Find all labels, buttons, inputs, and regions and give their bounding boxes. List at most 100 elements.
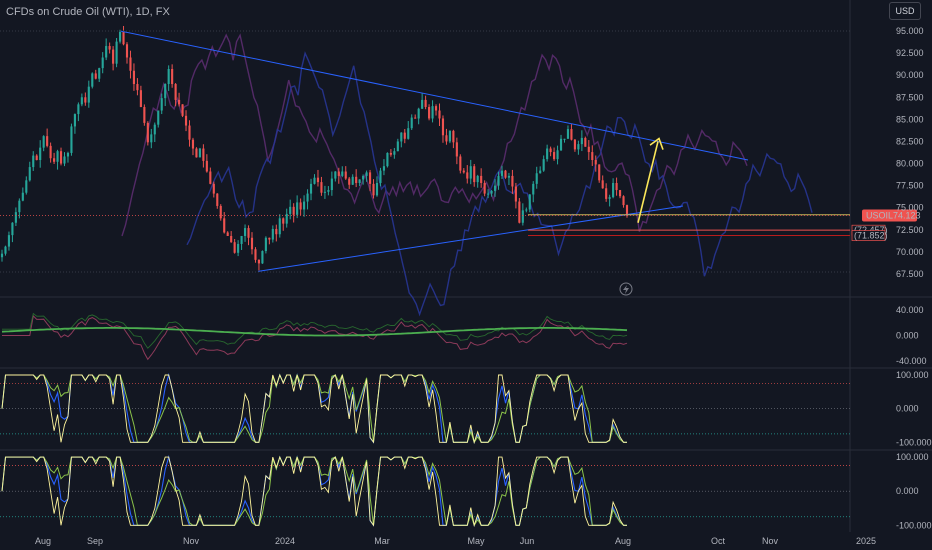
projection-arrow xyxy=(637,141,659,223)
candle-body xyxy=(271,228,274,240)
candle-body xyxy=(330,178,333,191)
candle-body xyxy=(355,176,358,183)
price-tick-label: 87.500 xyxy=(896,92,924,102)
candle-body xyxy=(84,97,87,103)
candle-body xyxy=(35,155,38,161)
candle-body xyxy=(87,86,90,103)
candle-body xyxy=(365,172,368,176)
candle-body xyxy=(553,152,556,160)
candle-body xyxy=(309,183,313,194)
candle-body xyxy=(493,185,497,191)
candle-body xyxy=(528,194,531,210)
purple-projection-line xyxy=(121,33,748,237)
price-tick-label: 67.500 xyxy=(896,269,924,279)
candle-body xyxy=(504,170,507,178)
level-label: (71.852) xyxy=(854,231,888,241)
indicator-tick-label: -40.000 xyxy=(896,356,927,366)
candle-body xyxy=(261,251,264,264)
candle-body xyxy=(535,173,538,184)
candle-body xyxy=(625,205,629,216)
candle-body xyxy=(77,104,80,115)
candle-body xyxy=(542,159,545,171)
candle-body xyxy=(559,138,563,151)
price-tick-label: 90.000 xyxy=(896,70,924,80)
candle-body xyxy=(483,182,486,194)
candle-body xyxy=(605,188,608,199)
indicator-pane-1: 40.000 0.000 -40.000 xyxy=(1,305,927,366)
indicator1-line-c xyxy=(1,327,628,337)
candle-body xyxy=(202,148,205,161)
candle-body xyxy=(400,132,403,142)
candle-body xyxy=(476,175,479,183)
candle-body xyxy=(445,135,448,142)
candle-body xyxy=(240,236,243,244)
candle-body xyxy=(396,141,399,152)
candle-body xyxy=(18,200,21,213)
x-tick-label: 2025 xyxy=(856,536,876,546)
candle-body xyxy=(66,152,70,157)
candle-body xyxy=(21,192,24,201)
candle-body xyxy=(184,115,188,126)
candle-body xyxy=(237,243,240,253)
x-tick-label: May xyxy=(467,536,485,546)
candle-body xyxy=(612,182,615,198)
candle-body xyxy=(382,166,386,171)
candle-body xyxy=(191,139,195,149)
candle-body xyxy=(403,132,406,139)
candle-body xyxy=(219,205,222,219)
x-tick-label: 2024 xyxy=(275,536,295,546)
candle-body xyxy=(181,104,184,116)
candle-body xyxy=(63,156,66,164)
osc-line-yellow xyxy=(1,373,627,445)
candle-body xyxy=(105,46,108,58)
candle-body xyxy=(421,99,424,109)
candle-body xyxy=(223,218,226,233)
candle-body xyxy=(320,182,323,193)
currency-button[interactable]: USD xyxy=(889,2,921,20)
candle-body xyxy=(4,246,7,254)
candle-body xyxy=(53,158,56,162)
candle-body xyxy=(327,190,330,192)
price-tick-label: 85.000 xyxy=(896,114,924,124)
candle-body xyxy=(480,175,483,183)
candle-body xyxy=(250,237,254,250)
price-tick-label: 80.000 xyxy=(896,159,924,169)
candle-body xyxy=(410,117,413,129)
candle-body xyxy=(618,190,622,197)
candle-body xyxy=(372,183,375,196)
candle-body xyxy=(601,180,604,189)
price-tick-label: 95.000 xyxy=(896,26,924,36)
candle-body xyxy=(615,182,618,191)
indicator-tick-label: 0.000 xyxy=(896,404,919,414)
x-tick-label: Aug xyxy=(615,536,631,546)
candle-body xyxy=(243,228,247,237)
candle-body xyxy=(268,237,271,240)
candle-body xyxy=(556,150,559,160)
candle-body xyxy=(108,46,111,50)
candle-body xyxy=(462,170,465,173)
candle-body xyxy=(73,114,76,127)
candle-body xyxy=(521,210,524,223)
upper-trendline xyxy=(119,30,749,161)
candle-body xyxy=(198,148,201,158)
candle-body xyxy=(115,41,118,64)
candle-body xyxy=(299,202,302,210)
candle-body xyxy=(584,137,587,147)
candle-body xyxy=(407,128,410,139)
candle-body xyxy=(348,178,351,185)
candle-body xyxy=(438,110,441,119)
candle-body xyxy=(414,117,417,119)
candle-body xyxy=(233,242,236,253)
candle-body xyxy=(306,193,309,202)
candle-body xyxy=(452,130,455,143)
candle-body xyxy=(587,146,590,153)
price-tick-label: 72.500 xyxy=(896,225,924,235)
candle-body xyxy=(316,177,320,183)
candle-body xyxy=(608,197,611,199)
candle-body xyxy=(466,172,469,179)
candle-body xyxy=(514,186,517,202)
candle-body xyxy=(257,259,261,264)
candle-body xyxy=(278,218,281,235)
flash-icon xyxy=(619,282,633,296)
